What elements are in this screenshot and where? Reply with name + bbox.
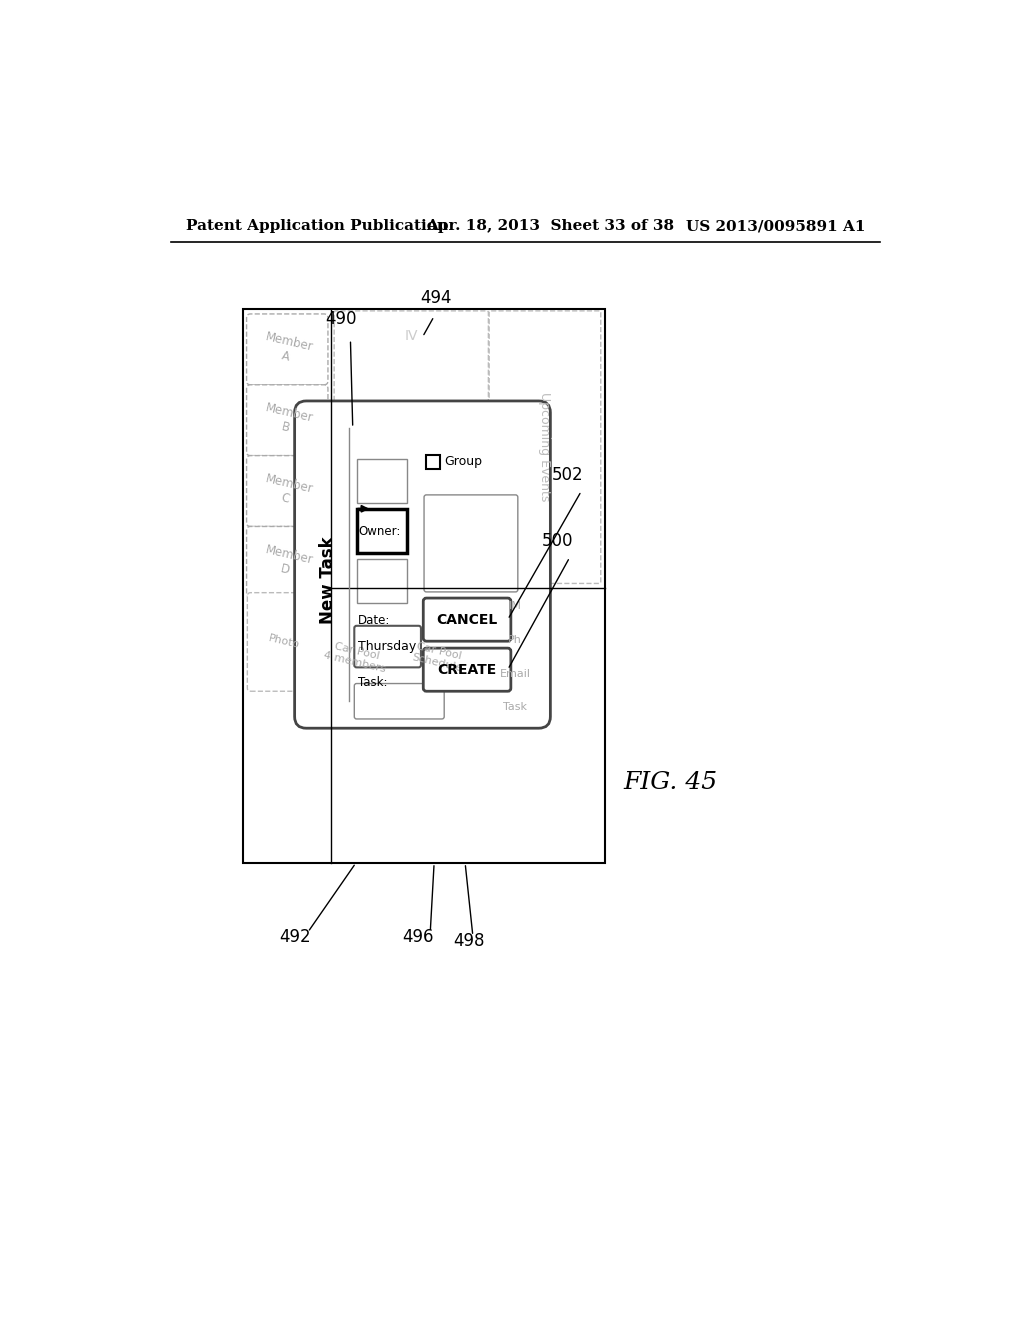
Text: Car Pool
Schedule: Car Pool Schedule — [411, 640, 466, 673]
Text: 490: 490 — [326, 310, 357, 327]
Text: Photo: Photo — [267, 634, 301, 651]
FancyBboxPatch shape — [247, 527, 328, 598]
Text: Member
D: Member D — [260, 543, 314, 581]
FancyBboxPatch shape — [424, 495, 518, 591]
FancyBboxPatch shape — [247, 314, 328, 385]
Text: 496: 496 — [402, 928, 433, 946]
Text: CREATE: CREATE — [437, 663, 497, 677]
Text: Thursday: Thursday — [358, 640, 417, 653]
Text: New Task: New Task — [318, 536, 337, 624]
Text: Member
C: Member C — [260, 473, 314, 510]
Text: Ph: Ph — [508, 635, 522, 644]
Text: IV: IV — [404, 329, 418, 342]
FancyBboxPatch shape — [247, 385, 328, 455]
FancyBboxPatch shape — [489, 312, 601, 583]
Text: Patent Application Publication: Patent Application Publication — [186, 219, 449, 234]
FancyBboxPatch shape — [248, 593, 321, 692]
Text: Email: Email — [500, 668, 530, 678]
Bar — [426, 455, 440, 469]
Text: Date:: Date: — [358, 614, 390, 627]
Text: 498: 498 — [454, 932, 484, 950]
Text: 494: 494 — [421, 289, 453, 308]
Text: 502: 502 — [552, 466, 584, 484]
Bar — [243, 309, 605, 863]
Text: Member
B: Member B — [260, 401, 314, 440]
FancyBboxPatch shape — [492, 659, 539, 688]
FancyBboxPatch shape — [397, 619, 478, 696]
Text: Task: Task — [503, 702, 527, 713]
FancyBboxPatch shape — [354, 684, 444, 719]
Text: 492: 492 — [280, 928, 311, 946]
FancyBboxPatch shape — [423, 648, 511, 692]
FancyBboxPatch shape — [324, 619, 388, 696]
Text: CANCEL: CANCEL — [436, 612, 498, 627]
FancyBboxPatch shape — [492, 693, 539, 722]
Text: IM: IM — [509, 601, 521, 611]
Text: Group: Group — [444, 455, 482, 469]
Text: 500: 500 — [542, 532, 573, 550]
Bar — [356, 558, 407, 603]
Text: Task:: Task: — [358, 676, 388, 689]
Bar — [356, 459, 407, 503]
Text: Member
A: Member A — [260, 330, 314, 368]
FancyBboxPatch shape — [295, 401, 550, 729]
Text: Owner:: Owner: — [358, 525, 400, 539]
FancyBboxPatch shape — [492, 591, 539, 620]
FancyBboxPatch shape — [423, 598, 511, 642]
Text: Car Pool
4 members: Car Pool 4 members — [323, 639, 389, 675]
FancyBboxPatch shape — [492, 626, 539, 655]
FancyBboxPatch shape — [354, 626, 421, 668]
Text: US 2013/0095891 A1: US 2013/0095891 A1 — [686, 219, 865, 234]
Text: FIG. 45: FIG. 45 — [624, 771, 718, 793]
Bar — [356, 508, 407, 553]
Text: Upcoming Events: Upcoming Events — [539, 392, 552, 502]
Text: Apr. 18, 2013  Sheet 33 of 38: Apr. 18, 2013 Sheet 33 of 38 — [426, 219, 675, 234]
FancyBboxPatch shape — [247, 455, 328, 527]
FancyBboxPatch shape — [334, 312, 488, 583]
